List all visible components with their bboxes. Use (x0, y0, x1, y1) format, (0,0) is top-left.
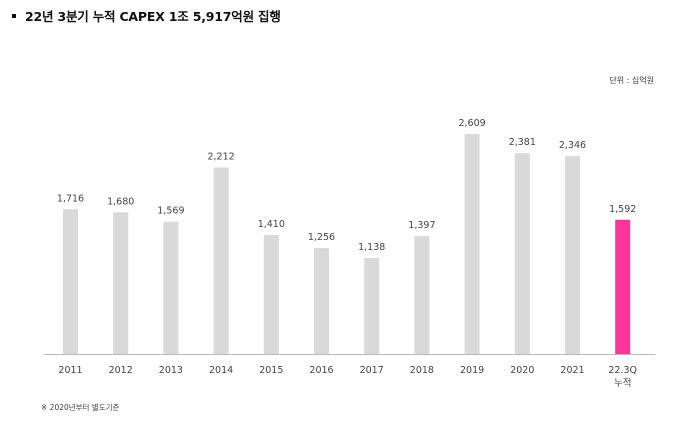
unit-label: 단위 : 십억원 (609, 76, 654, 85)
x-tick-label: 2018 (410, 365, 434, 376)
value-labels-group: 1,716 1,680 1,569 2,212 1,410 1,256 1,138 1,397… (57, 118, 636, 253)
value-label: 1,569 (157, 206, 184, 217)
chart-title: 22년 3분기 누적 CAPEX 1조 5,917억원 집행 (10, 6, 281, 25)
x-tick-label: 22.3Q 누적 (608, 365, 637, 389)
x-tick-label: 2012 (109, 365, 133, 376)
value-label: 1,716 (57, 193, 84, 204)
x-tick-label: 2020 (510, 365, 534, 376)
bar-2012 (113, 212, 129, 354)
bar-2020 (514, 153, 530, 354)
value-label: 1,410 (258, 219, 285, 230)
bars-group (63, 134, 631, 354)
x-tick-label: 2011 (58, 365, 82, 376)
x-tick-label: 2021 (560, 365, 584, 376)
bar-2017 (364, 258, 380, 354)
bar-2016 (314, 248, 329, 354)
value-label: 1,680 (107, 196, 134, 207)
x-tick-label: 2015 (259, 365, 283, 376)
x-tick-label: 2016 (309, 365, 333, 376)
bar-2014 (213, 167, 229, 354)
value-label: 2,609 (458, 118, 485, 129)
x-tick-label: 2013 (159, 365, 183, 376)
bullet-icon (12, 13, 16, 18)
bar-2013 (163, 221, 179, 354)
x-tick-labels-group: 2011 2012 2013 2014 2015 2016 2017 2018 2019 2020… (58, 365, 637, 389)
bar-2018 (414, 236, 430, 354)
value-label: 2,381 (509, 137, 536, 148)
bar-2021 (565, 156, 580, 354)
value-label: 1,397 (408, 220, 435, 231)
footnote: ※ 2020년부터 별도기준 (41, 403, 120, 412)
chart-title-text: 22년 3분기 누적 CAPEX 1조 5,917억원 집행 (25, 9, 281, 24)
value-label: 2,212 (207, 151, 234, 162)
value-label: 2,346 (559, 140, 586, 151)
bar-2019 (464, 134, 480, 354)
bar-2011 (63, 209, 78, 354)
value-label: 1,592 (609, 204, 636, 215)
bar-22-3Q (615, 219, 631, 354)
x-tick-label: 2017 (360, 365, 384, 376)
value-label: 1,138 (358, 242, 385, 253)
x-tick-label: 2019 (460, 365, 484, 376)
value-label: 1,256 (308, 232, 335, 243)
bar-2015 (263, 235, 279, 354)
x-tick-label: 2014 (209, 365, 233, 376)
